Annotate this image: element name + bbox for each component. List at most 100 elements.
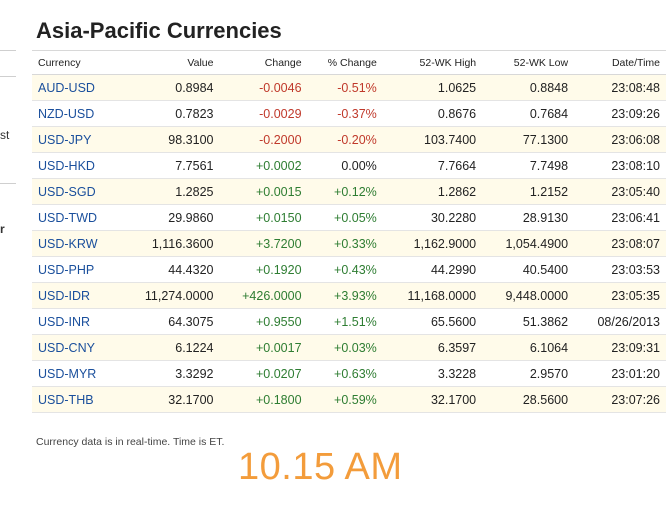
currency-link[interactable]: USD-THB [32, 386, 121, 413]
table-row: USD-INR 64.3075 +0.9550 +1.51% 65.5600 51.386… [32, 308, 666, 335]
low-cell: 1,054.4900 [482, 230, 575, 257]
divider [0, 76, 16, 77]
high-cell: 30.2280 [382, 204, 483, 231]
high-cell: 65.5600 [382, 308, 483, 335]
column-header-52wk-low[interactable]: 52-WK Low [482, 50, 575, 75]
value-cell: 64.3075 [120, 308, 220, 335]
cut-off-text: r [0, 222, 5, 236]
change-cell: +0.1920 [219, 256, 308, 283]
high-cell: 1.2862 [382, 178, 483, 205]
date-time-cell: 08/26/2013 [574, 308, 666, 335]
low-cell: 9,448.0000 [482, 282, 575, 309]
column-header-date-time[interactable]: Date/Time [574, 50, 666, 75]
change-cell: +0.9550 [219, 308, 308, 335]
pct-change-cell: +0.05% [307, 204, 383, 231]
high-cell: 0.8676 [382, 100, 483, 127]
pct-change-cell: +3.93% [307, 282, 383, 309]
table-row: USD-HKD 7.7561 +0.0002 0.00% 7.7664 7.7498 23:… [32, 152, 666, 179]
date-time-cell: 23:08:10 [574, 152, 666, 179]
currency-link[interactable]: AUD-USD [32, 74, 121, 101]
value-cell: 11,274.0000 [120, 282, 220, 309]
table-row: USD-MYR 3.3292 +0.0207 +0.63% 3.3228 2.9570 23… [32, 360, 666, 387]
currency-link[interactable]: USD-KRW [32, 230, 121, 257]
high-cell: 32.1700 [382, 386, 483, 413]
currency-link[interactable]: USD-IDR [32, 282, 121, 309]
value-cell: 7.7561 [120, 152, 220, 179]
date-time-cell: 23:05:35 [574, 282, 666, 309]
pct-change-cell: +0.03% [307, 334, 383, 361]
change-cell: +0.0150 [219, 204, 308, 231]
table-row: NZD-USD 0.7823 -0.0029 -0.37% 0.8676 0.7684 23… [32, 100, 666, 127]
date-time-cell: 23:07:26 [574, 386, 666, 413]
currency-link[interactable]: USD-CNY [32, 334, 121, 361]
change-cell: +426.0000 [219, 282, 308, 309]
value-cell: 0.7823 [120, 100, 220, 127]
currency-link[interactable]: USD-TWD [32, 204, 121, 231]
date-time-cell: 23:06:41 [574, 204, 666, 231]
divider [0, 183, 16, 184]
currency-table-container: Currency Value Change % Change 52-WK Hig… [32, 50, 666, 413]
table-row: USD-SGD 1.2825 +0.0015 +0.12% 1.2862 1.2152 23… [32, 178, 666, 205]
low-cell: 28.5600 [482, 386, 575, 413]
low-cell: 0.8848 [482, 74, 575, 101]
change-cell: +0.0015 [219, 178, 308, 205]
divider [0, 50, 16, 51]
value-cell: 6.1224 [120, 334, 220, 361]
table-row: USD-KRW 1,116.3600 +3.7200 +0.33% 1,162.9000… [32, 230, 666, 257]
date-time-cell: 23:08:07 [574, 230, 666, 257]
table-row: USD-TWD 29.9860 +0.0150 +0.05% 30.2280 28.913… [32, 204, 666, 231]
high-cell: 1,162.9000 [382, 230, 483, 257]
column-header-currency[interactable]: Currency [32, 50, 121, 75]
pct-change-cell: -0.37% [307, 100, 383, 127]
data-disclaimer: Currency data is in real-time. Time is E… [36, 436, 225, 448]
value-cell: 1,116.3600 [120, 230, 220, 257]
pct-change-cell: +0.43% [307, 256, 383, 283]
date-time-cell: 23:09:26 [574, 100, 666, 127]
currency-link[interactable]: USD-INR [32, 308, 121, 335]
table-row: AUD-USD 0.8984 -0.0046 -0.51% 1.0625 0.8848 23… [32, 74, 666, 101]
value-cell: 0.8984 [120, 74, 220, 101]
table-row: USD-CNY 6.1224 +0.0017 +0.03% 6.3597 6.1064 23… [32, 334, 666, 361]
low-cell: 6.1064 [482, 334, 575, 361]
low-cell: 28.9130 [482, 204, 575, 231]
column-header-52wk-high[interactable]: 52-WK High [382, 50, 483, 75]
table-row: USD-THB 32.1700 +0.1800 +0.59% 32.1700 28.560… [32, 386, 666, 413]
low-cell: 1.2152 [482, 178, 575, 205]
high-cell: 1.0625 [382, 74, 483, 101]
date-time-cell: 23:03:53 [574, 256, 666, 283]
column-header-value[interactable]: Value [120, 50, 220, 75]
high-cell: 11,168.0000 [382, 282, 483, 309]
pct-change-cell: -0.51% [307, 74, 383, 101]
currency-link[interactable]: USD-PHP [32, 256, 121, 283]
column-header-pct-change[interactable]: % Change [307, 50, 383, 75]
table-row: USD-PHP 44.4320 +0.1920 +0.43% 44.2990 40.540… [32, 256, 666, 283]
value-cell: 1.2825 [120, 178, 220, 205]
date-time-cell: 23:06:08 [574, 126, 666, 153]
change-cell: +0.0207 [219, 360, 308, 387]
low-cell: 51.3862 [482, 308, 575, 335]
value-cell: 44.4320 [120, 256, 220, 283]
pct-change-cell: 0.00% [307, 152, 383, 179]
change-cell: +0.0002 [219, 152, 308, 179]
low-cell: 7.7498 [482, 152, 575, 179]
pct-change-cell: +0.59% [307, 386, 383, 413]
currency-link[interactable]: USD-SGD [32, 178, 121, 205]
low-cell: 0.7684 [482, 100, 575, 127]
date-time-cell: 23:09:31 [574, 334, 666, 361]
value-cell: 3.3292 [120, 360, 220, 387]
date-time-cell: 23:08:48 [574, 74, 666, 101]
currency-link[interactable]: USD-JPY [32, 126, 121, 153]
pct-change-cell: -0.20% [307, 126, 383, 153]
high-cell: 103.7400 [382, 126, 483, 153]
value-cell: 29.9860 [120, 204, 220, 231]
column-header-change[interactable]: Change [219, 50, 308, 75]
pct-change-cell: +0.33% [307, 230, 383, 257]
date-time-cell: 23:01:20 [574, 360, 666, 387]
currency-link[interactable]: USD-HKD [32, 152, 121, 179]
high-cell: 6.3597 [382, 334, 483, 361]
currency-link[interactable]: USD-MYR [32, 360, 121, 387]
value-cell: 98.3100 [120, 126, 220, 153]
date-time-cell: 23:05:40 [574, 178, 666, 205]
change-cell: +0.1800 [219, 386, 308, 413]
currency-link[interactable]: NZD-USD [32, 100, 121, 127]
